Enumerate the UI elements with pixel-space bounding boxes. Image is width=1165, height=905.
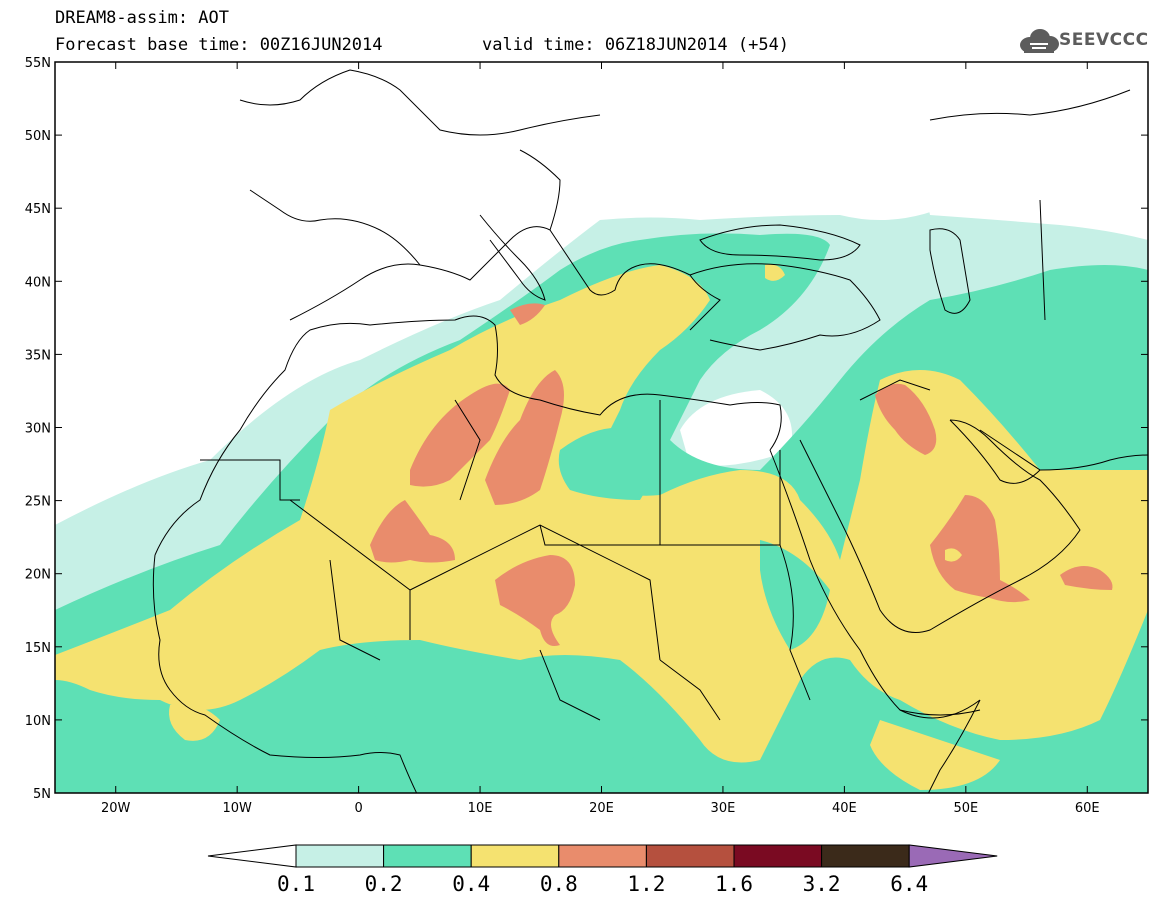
colorbar-over-arrow bbox=[908, 844, 998, 868]
colorbar-label: 0.4 bbox=[452, 872, 490, 896]
lat-label: 35N bbox=[25, 348, 51, 363]
lat-label: 20N bbox=[25, 568, 51, 583]
lon-label: 0 bbox=[354, 801, 362, 816]
colorbar: 0.1 0.2 0.4 0.8 1.2 1.6 3.2 6.4 bbox=[207, 844, 998, 896]
colorbar-segment bbox=[383, 844, 472, 868]
lon-label: 30E bbox=[711, 801, 736, 816]
lat-label: 10N bbox=[25, 714, 51, 729]
lon-label: 40E bbox=[832, 801, 857, 816]
lon-label: 50E bbox=[953, 801, 978, 816]
colorbar-segment bbox=[470, 844, 560, 868]
colorbar-label: 0.1 bbox=[277, 872, 315, 896]
colorbar-segment bbox=[558, 844, 647, 868]
lat-label: 50N bbox=[25, 129, 51, 144]
colorbar-label: 0.2 bbox=[365, 872, 403, 896]
colorbar-label: 1.6 bbox=[715, 872, 753, 896]
colorbar-label: 0.8 bbox=[540, 872, 578, 896]
colorbar-label: 1.2 bbox=[627, 872, 665, 896]
lat-label: 30N bbox=[25, 422, 51, 437]
colorbar-label: 3.2 bbox=[803, 872, 841, 896]
longitude-axis: 20W 10W 0 10E 20E 30E 40E 50E 60E bbox=[101, 62, 1100, 816]
lat-label: 45N bbox=[25, 202, 51, 217]
lat-label: 25N bbox=[25, 495, 51, 510]
latitude-axis: 55N 50N 45N 40N 35N 30N 25N 20N 15N 10N 5N bbox=[25, 56, 1148, 802]
aot-field bbox=[55, 62, 1148, 793]
lat-label: 40N bbox=[25, 275, 51, 290]
valid-time: valid time: 06Z18JUN2014 (+54) bbox=[482, 35, 790, 55]
coastlines bbox=[152, 69, 1148, 793]
logo-text: SEEVCCC bbox=[1059, 30, 1149, 50]
map-title: DREAM8-assim: AOT bbox=[55, 8, 229, 28]
lon-label: 10E bbox=[468, 801, 493, 816]
forecast-base-time: Forecast base time: 00Z16JUN2014 bbox=[55, 35, 383, 55]
lon-label: 20E bbox=[589, 801, 614, 816]
colorbar-under-arrow bbox=[207, 844, 297, 868]
lat-label: 55N bbox=[25, 56, 51, 71]
colorbar-label: 6.4 bbox=[890, 872, 928, 896]
colorbar-segment bbox=[295, 844, 385, 868]
colorbar-segment bbox=[645, 844, 735, 868]
colorbar-segment bbox=[733, 844, 823, 868]
cloud-logo-icon bbox=[1020, 29, 1059, 53]
lon-label: 10W bbox=[222, 801, 252, 816]
colorbar-segment bbox=[821, 844, 910, 868]
lat-label: 5N bbox=[33, 787, 51, 802]
lon-label: 60E bbox=[1075, 801, 1100, 816]
lat-label: 15N bbox=[25, 641, 51, 656]
lon-label: 20W bbox=[101, 801, 131, 816]
